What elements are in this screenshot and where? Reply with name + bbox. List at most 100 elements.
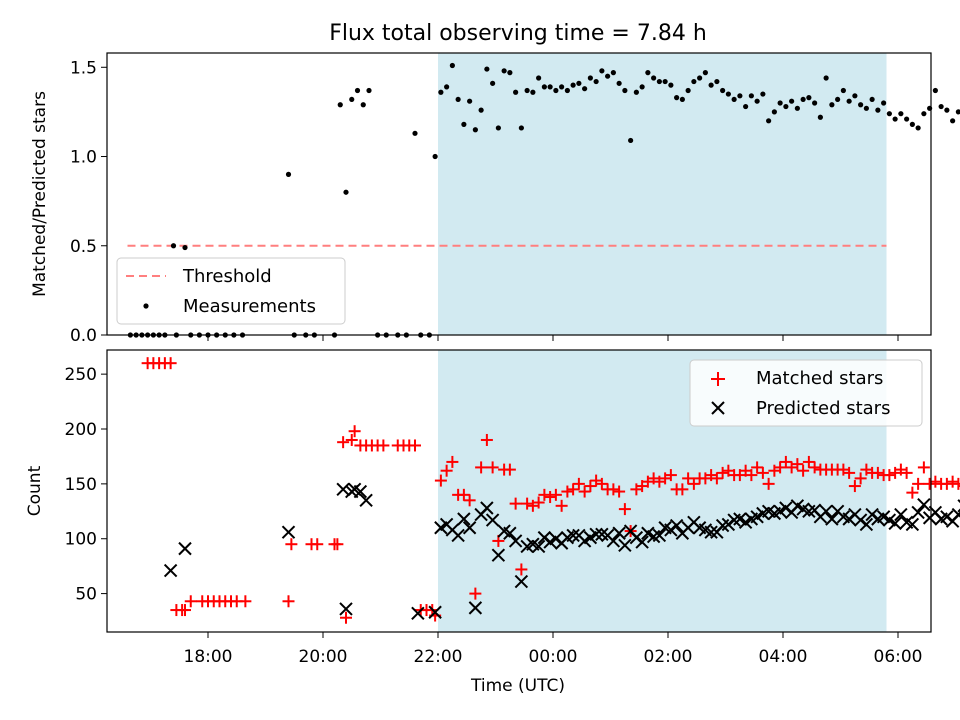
matched-star-marker (348, 425, 361, 438)
predicted-star-marker (336, 482, 350, 497)
predicted-star-marker (888, 516, 902, 531)
measurement-point (708, 82, 714, 88)
measurement-point (412, 130, 418, 136)
measurement-point (909, 121, 915, 127)
predicted-star-marker (566, 528, 580, 543)
measurement-point (674, 95, 680, 101)
top-y-tick-label: 0.0 (70, 326, 97, 346)
measurement-point (432, 153, 438, 160)
predicted-legend-label: Predicted stars (756, 398, 890, 419)
matched-star-marker (434, 474, 447, 487)
matched-star-marker (607, 483, 620, 496)
measurement-point (760, 91, 766, 97)
matched-star-marker (791, 458, 804, 471)
measurement-point (691, 78, 697, 85)
measurement-point (530, 89, 536, 95)
matched-star-marker (940, 477, 953, 490)
measurement-point (639, 84, 645, 90)
measurement-point (628, 137, 634, 144)
x-tick-label: 22:00 (414, 647, 463, 667)
measurements-legend-label: Measurements (183, 296, 316, 317)
measurement-point (898, 111, 904, 117)
figure-title: Flux total observing time = 7.84 h (329, 21, 707, 46)
measurement-point (547, 84, 553, 90)
measurement-point (783, 103, 789, 110)
matched-star-marker (532, 496, 545, 509)
matched-star-marker (578, 485, 591, 498)
measurement-point (656, 78, 662, 85)
measurement-point (679, 96, 685, 103)
measurement-points (127, 62, 960, 338)
measurement-point (444, 84, 450, 90)
measurement-point (495, 125, 501, 131)
measurement-point (633, 89, 639, 95)
measurement-point (645, 70, 651, 76)
bottom-y-axis-ticks: 50 100 150 200 250 (65, 365, 107, 605)
top-y-axis-label: Matched/Predicted stars (30, 91, 50, 297)
matched-star-marker (716, 466, 729, 479)
measurement-point (564, 87, 570, 94)
measurement-point (622, 87, 628, 94)
measurement-point (875, 107, 881, 113)
predicted-star-marker (411, 606, 425, 621)
matched-star-marker (538, 488, 551, 501)
measurement-point (182, 244, 188, 251)
predicted-star-marker (612, 526, 626, 540)
matched-star-marker (446, 455, 459, 468)
matched-star-marker (762, 477, 775, 490)
predicted-star-marker (468, 601, 483, 615)
matched-star-marker (561, 485, 574, 498)
matched-star-marker (340, 611, 352, 624)
matched-star-marker (377, 439, 390, 452)
measurement-point (886, 111, 892, 117)
measurement-point (863, 105, 869, 111)
measurement-point (616, 80, 622, 86)
matched-star-marker (756, 466, 769, 479)
matched-star-marker (779, 455, 792, 468)
measurement-point (852, 93, 858, 99)
matched-star-marker (486, 461, 499, 474)
measurement-point (570, 82, 576, 88)
measurement-point (921, 111, 927, 117)
matched-star-marker (282, 595, 295, 608)
matched-star-marker (584, 480, 597, 493)
top-y-tick-label: 0.5 (70, 237, 97, 257)
measurement-point (720, 87, 726, 94)
matched-star-marker (184, 595, 197, 608)
matched-star-marker (946, 475, 959, 488)
measurement-point (789, 98, 795, 104)
x-tick-label: 18:00 (184, 647, 233, 667)
measurement-point (817, 114, 823, 120)
measurement-point (685, 87, 691, 94)
measurement-point (349, 96, 355, 103)
predicted-star-marker (704, 525, 718, 539)
measurement-point (472, 127, 478, 133)
measurement-point (800, 96, 806, 103)
matched-star-marker (544, 491, 557, 504)
predicted-star-marker (457, 512, 471, 526)
measurement-point (524, 87, 530, 94)
measurement-point (478, 107, 484, 113)
measurements-legend-swatch (143, 303, 149, 309)
matched-star-marker (345, 433, 358, 446)
matched-star-marker (900, 466, 913, 479)
observing-window-shading (438, 53, 887, 335)
bottom-legend-box (689, 359, 923, 427)
matched-star-marker (469, 587, 482, 600)
predicted-star-marker (618, 538, 632, 553)
bottom-y-tick-label: 200 (65, 420, 97, 440)
predicted-star-marker (531, 539, 546, 554)
predicted-star-points (163, 482, 960, 621)
matched-star-marker (480, 433, 493, 446)
measurement-point (743, 103, 749, 110)
predicted-star-marker (508, 534, 523, 548)
measurement-point (467, 98, 473, 104)
predicted-star-marker (178, 541, 192, 556)
predicted-star-marker (951, 507, 960, 522)
top-y-tick-label: 1.5 (70, 58, 97, 78)
matched-star-marker (676, 483, 689, 496)
matched-star-marker (797, 464, 810, 477)
measurement-point (748, 93, 754, 99)
matched-star-marker (802, 455, 815, 468)
measurement-point (938, 103, 944, 110)
